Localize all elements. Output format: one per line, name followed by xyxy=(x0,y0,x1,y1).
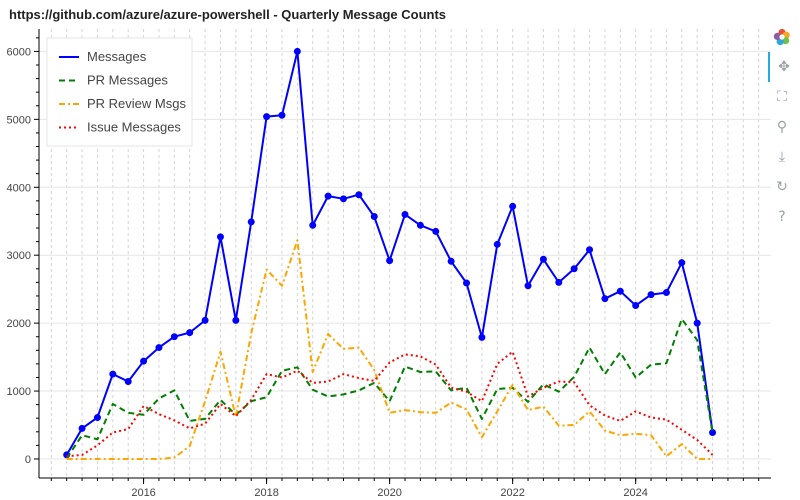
x-tick-label: 2018 xyxy=(254,487,278,499)
legend-label: Issue Messages xyxy=(87,120,181,135)
reset-icon[interactable]: ↻ xyxy=(776,179,788,195)
data-point xyxy=(140,357,148,365)
x-tick-label: 2022 xyxy=(500,487,524,499)
data-point xyxy=(201,316,209,324)
data-point xyxy=(216,233,224,241)
data-point xyxy=(555,278,563,286)
data-point xyxy=(570,265,578,273)
data-point xyxy=(124,378,132,386)
data-point xyxy=(386,257,394,265)
legend-label: Messages xyxy=(87,49,147,64)
legend-label: PR Messages xyxy=(87,73,168,88)
data-point xyxy=(186,329,194,337)
series-group xyxy=(63,47,717,460)
y-tick-label: 3000 xyxy=(7,250,31,262)
y-tick-label: 5000 xyxy=(7,114,31,126)
data-point xyxy=(355,191,363,199)
data-point xyxy=(339,195,347,203)
data-point xyxy=(586,246,594,254)
data-point xyxy=(293,47,301,55)
series-line-issue-messages xyxy=(66,350,714,458)
data-point xyxy=(278,111,286,119)
data-point xyxy=(601,295,609,303)
data-point xyxy=(401,210,409,218)
data-point xyxy=(632,301,640,309)
box-zoom-icon[interactable]: ⛶ xyxy=(777,89,787,105)
bokeh-logo-mark xyxy=(773,28,790,46)
series-line-pr-messages xyxy=(65,318,714,459)
data-point xyxy=(324,192,332,200)
x-tick-label: 2024 xyxy=(623,487,647,499)
data-point xyxy=(309,221,317,229)
data-point xyxy=(509,202,517,210)
data-point xyxy=(263,113,271,121)
data-point xyxy=(478,333,486,341)
data-point xyxy=(370,212,378,220)
data-point xyxy=(539,255,547,263)
data-point xyxy=(109,370,117,378)
data-point xyxy=(493,240,501,248)
data-point xyxy=(616,287,624,295)
axes: 0 1000 2000 3000 4000 5000 6000 2016 2018 2020 202… xyxy=(7,29,771,499)
data-point xyxy=(232,316,240,324)
wheel-zoom-icon[interactable]: ⚲ xyxy=(776,119,788,135)
data-point xyxy=(678,259,686,267)
help-icon[interactable]: ? xyxy=(778,209,786,225)
y-tick-label: 6000 xyxy=(7,46,31,58)
data-point xyxy=(416,221,424,229)
toolbar: ✥ ⛶ ⚲ ⤓ ↻? xyxy=(768,22,796,232)
x-tick-label: 2016 xyxy=(131,487,155,499)
y-tick-label: 1000 xyxy=(7,386,31,398)
data-point xyxy=(247,218,255,226)
data-point xyxy=(78,424,86,432)
pan-icon[interactable]: ✥ xyxy=(768,52,798,82)
data-point xyxy=(647,291,655,299)
y-tick-label: 0 xyxy=(25,454,31,466)
x-tick-label: 2020 xyxy=(377,487,401,499)
data-point xyxy=(447,257,455,265)
y-tick-label: 4000 xyxy=(7,182,31,194)
data-point xyxy=(432,227,440,235)
data-point xyxy=(463,279,471,287)
data-point xyxy=(524,282,532,290)
data-point xyxy=(693,319,701,327)
legend: Messages PR Messages PR Review Msgs Issue M… xyxy=(46,37,193,147)
series-line-pr-review-msgs xyxy=(66,239,713,460)
data-point xyxy=(662,289,670,297)
y-tick-label: 2000 xyxy=(7,318,31,330)
chart-title: https://github.com/azure/azure-powershel… xyxy=(9,7,446,22)
save-icon[interactable]: ⤓ xyxy=(778,149,786,165)
legend-label: PR Review Msgs xyxy=(87,96,186,111)
data-point xyxy=(93,414,101,422)
bokeh-logo-icon xyxy=(768,22,796,52)
data-point xyxy=(155,344,163,352)
data-point xyxy=(170,333,178,341)
